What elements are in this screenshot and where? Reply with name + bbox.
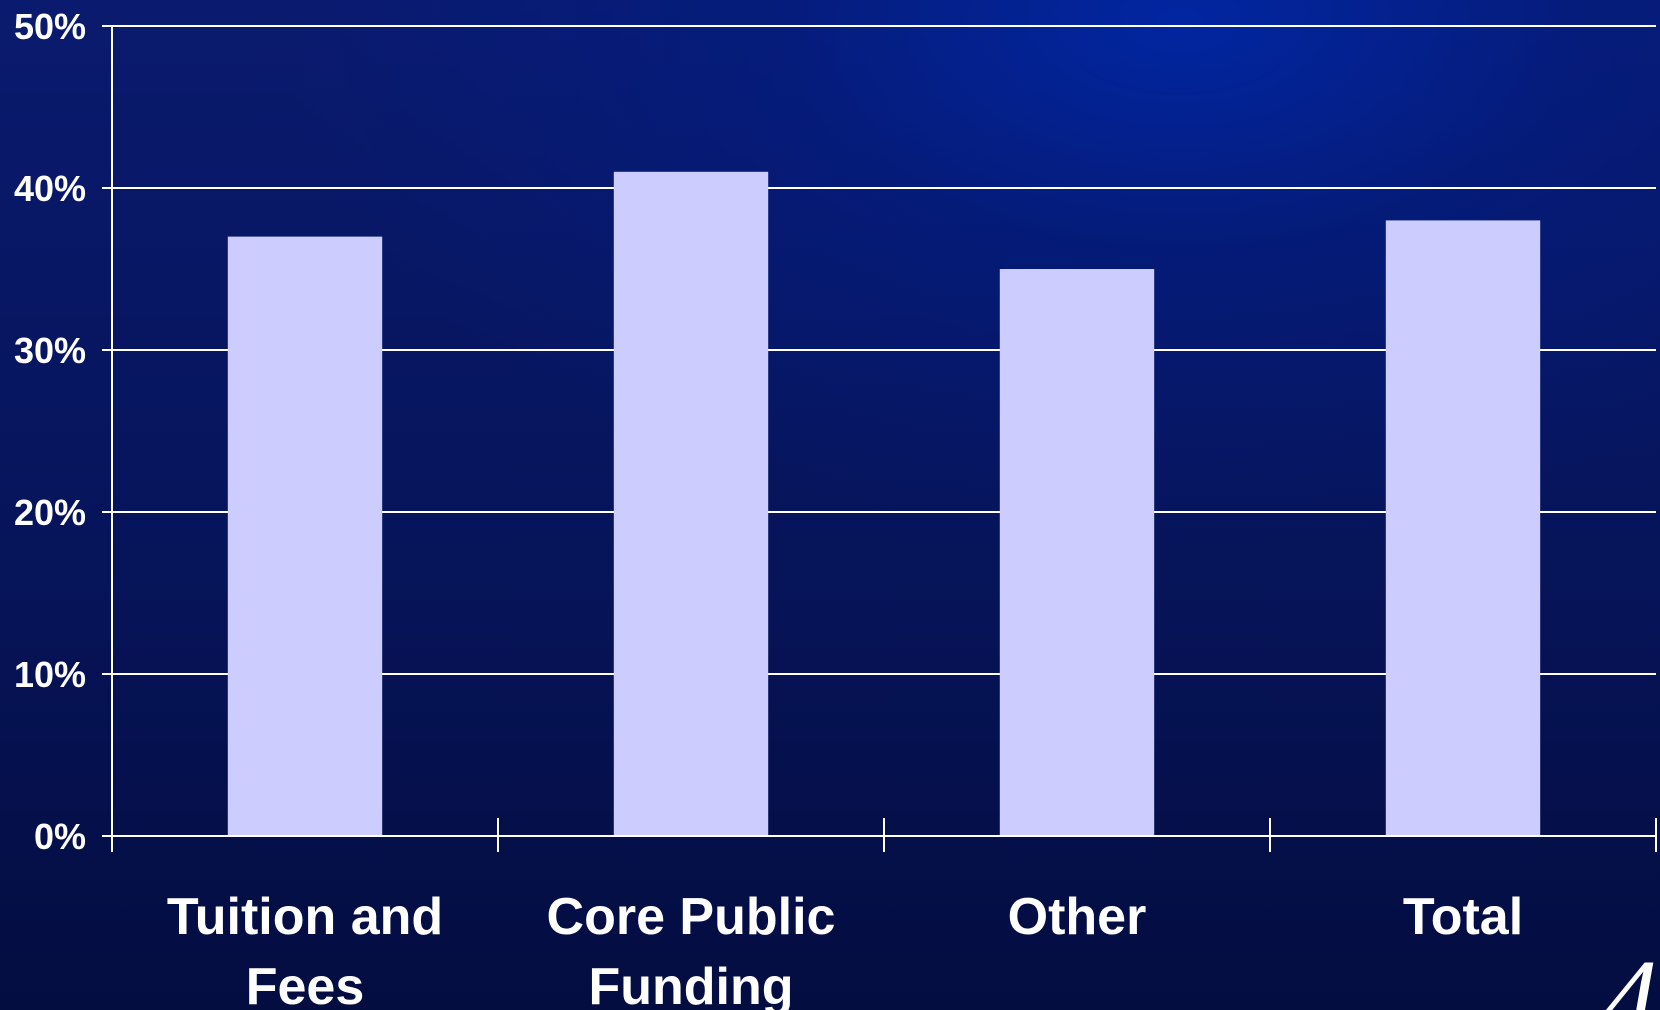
- x-category-label: Tuition and: [167, 888, 443, 946]
- y-tick-label: 20%: [14, 492, 86, 533]
- bar-total: [1385, 220, 1541, 836]
- y-tick-label: 0%: [34, 816, 86, 857]
- x-category-label: Core Public: [547, 888, 836, 946]
- axes: [102, 25, 1657, 852]
- bar-core-public-funding: [613, 171, 769, 837]
- y-tick-labels: 0% 10% 20% 30% 40% 50%: [14, 6, 86, 857]
- bar-other: [999, 269, 1155, 836]
- x-category-label: Other: [1008, 888, 1147, 946]
- y-tick-label: 40%: [14, 168, 86, 209]
- y-tick-label: 30%: [14, 330, 86, 371]
- y-tick-label: 10%: [14, 654, 86, 695]
- x-category-label: Funding: [588, 958, 793, 1010]
- x-category-label: Total: [1403, 888, 1523, 946]
- y-tick-label: 50%: [14, 6, 86, 47]
- bar-tuition-and-fees: [227, 236, 383, 837]
- slide-number: 4: [1603, 937, 1658, 1010]
- category-labels: Tuition and Fees Core Public Funding Other To…: [167, 888, 1523, 1010]
- x-category-label: Fees: [246, 958, 365, 1010]
- bars: [227, 171, 1541, 837]
